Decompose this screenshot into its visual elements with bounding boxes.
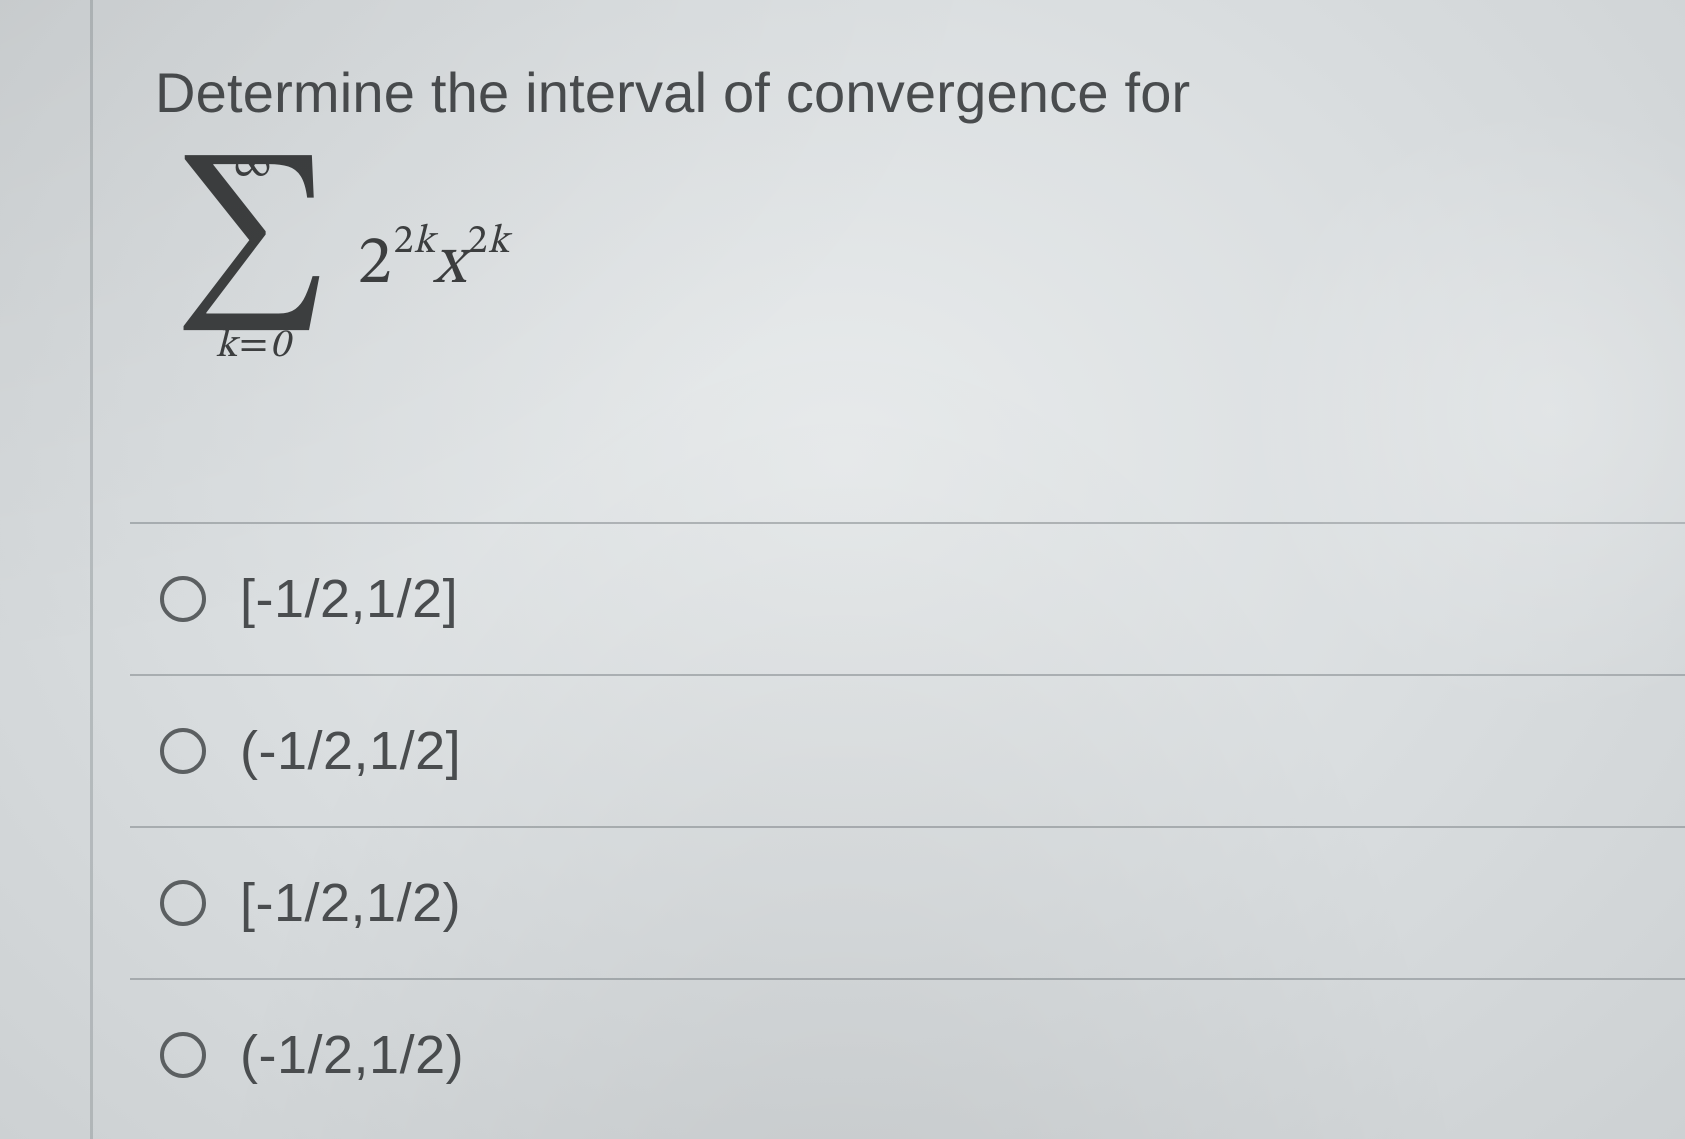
term-exp-1: 2k bbox=[394, 222, 436, 262]
quiz-question-screenshot: Determine the interval of convergence fo… bbox=[0, 0, 1685, 1139]
term-exp1-var: k bbox=[413, 222, 435, 262]
radio-unselected-icon[interactable] bbox=[160, 728, 206, 774]
answer-options: [-1/2,1/2] (-1/2,1/2] [-1/2,1/2) (-1/2,1… bbox=[130, 522, 1685, 1130]
sum-lower-limit: k=0 bbox=[215, 321, 289, 371]
radio-unselected-icon[interactable] bbox=[160, 880, 206, 926]
lower-limit-val: 0 bbox=[270, 326, 290, 366]
option-label: [-1/2,1/2) bbox=[240, 872, 461, 934]
sigma-operator: ∞ ∑ k=0 bbox=[173, 159, 332, 329]
option-row[interactable]: [-1/2,1/2) bbox=[130, 826, 1685, 978]
term-exp2-var: k bbox=[487, 222, 509, 262]
series-formula: ∞ ∑ k=0 22kx2k bbox=[173, 159, 1685, 379]
term-base-2: x bbox=[433, 223, 466, 308]
term-exp1-coef: 2 bbox=[394, 222, 414, 262]
option-row[interactable]: (-1/2,1/2] bbox=[130, 674, 1685, 826]
option-label: (-1/2,1/2) bbox=[240, 1024, 464, 1086]
radio-unselected-icon[interactable] bbox=[160, 576, 206, 622]
radio-unselected-icon[interactable] bbox=[160, 1032, 206, 1078]
question-content: Determine the interval of convergence fo… bbox=[155, 60, 1685, 449]
left-frame-rule bbox=[90, 0, 93, 1139]
option-row[interactable]: [-1/2,1/2] bbox=[130, 522, 1685, 674]
term-exp-2: 2k bbox=[468, 222, 510, 262]
lower-limit-var: k bbox=[215, 326, 237, 366]
term-base-1: 2 bbox=[358, 223, 392, 308]
sum-upper-limit: ∞ bbox=[233, 139, 273, 192]
question-prompt: Determine the interval of convergence fo… bbox=[155, 60, 1685, 125]
option-label: (-1/2,1/2] bbox=[240, 720, 461, 782]
option-label: [-1/2,1/2] bbox=[240, 568, 458, 630]
lower-limit-eq: = bbox=[237, 326, 270, 366]
option-row[interactable]: (-1/2,1/2) bbox=[130, 978, 1685, 1130]
series-general-term: 22kx2k bbox=[358, 223, 507, 308]
term-exp2-coef: 2 bbox=[468, 222, 488, 262]
